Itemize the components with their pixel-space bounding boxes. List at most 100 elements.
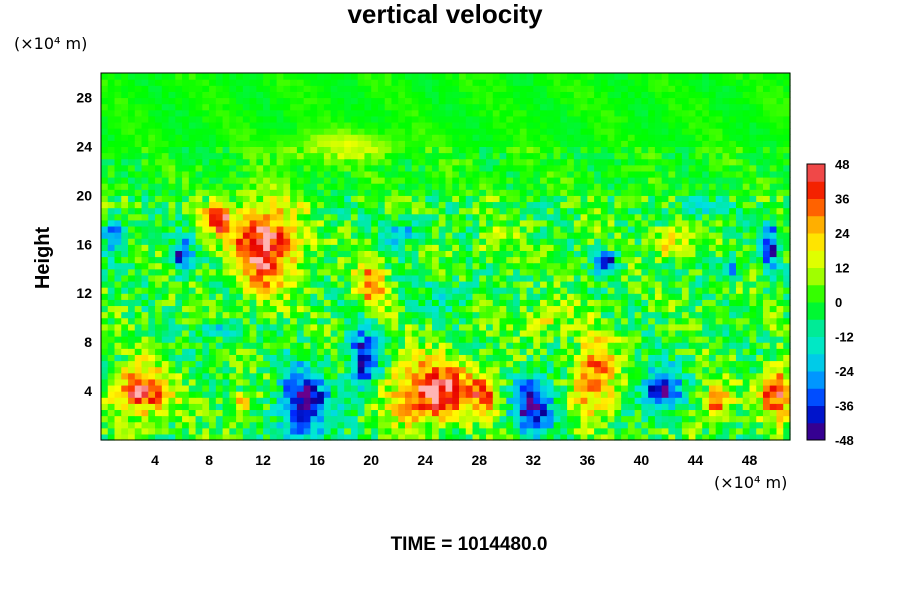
heatmap-cell — [695, 287, 703, 294]
heatmap-cell — [377, 317, 386, 325]
heatmap-cell — [182, 305, 190, 313]
heatmap-cell — [114, 170, 122, 178]
heatmap-cell — [708, 427, 717, 435]
heatmap-cell — [783, 409, 791, 417]
heatmap-cell — [215, 152, 224, 160]
heatmap-cell — [391, 287, 399, 294]
heatmap-cell — [364, 329, 372, 337]
heatmap-cell — [675, 336, 683, 343]
heatmap-cell — [641, 372, 649, 380]
heatmap-cell — [161, 238, 170, 245]
heatmap-cell — [155, 140, 163, 147]
heatmap-cell — [634, 427, 642, 435]
heatmap-cell — [404, 140, 413, 147]
heatmap-cell — [580, 391, 588, 398]
heatmap-cell — [668, 170, 676, 178]
heatmap-cell — [594, 409, 602, 417]
heatmap-cell — [675, 433, 683, 441]
heatmap-cell — [310, 427, 318, 435]
heatmap-cell — [195, 305, 203, 313]
heatmap-cell — [371, 238, 379, 245]
heatmap-cell — [526, 238, 534, 245]
heatmap-cell — [215, 219, 224, 227]
heatmap-cell — [729, 360, 737, 368]
heatmap-cell — [256, 323, 264, 331]
heatmap-cell — [391, 158, 399, 166]
heatmap-cell — [567, 201, 575, 209]
heatmap-cell — [513, 421, 521, 429]
heatmap-cell — [459, 305, 467, 313]
heatmap-cell — [654, 354, 663, 362]
heatmap-cell — [513, 238, 521, 245]
heatmap-cell — [425, 397, 433, 404]
heatmap-cell — [492, 378, 501, 386]
heatmap-cell — [621, 372, 629, 380]
heatmap-cell — [269, 195, 278, 203]
heatmap-cell — [350, 397, 359, 404]
heatmap-cell — [668, 176, 676, 184]
heatmap-cell — [688, 427, 697, 435]
heatmap-cell — [236, 164, 244, 172]
heatmap-cell — [256, 311, 264, 319]
heatmap-cell — [580, 170, 588, 178]
heatmap-cell — [668, 152, 676, 160]
heatmap-cell — [735, 207, 744, 215]
heatmap-cell — [553, 403, 561, 411]
heatmap-cell — [398, 403, 406, 411]
heatmap-cell — [526, 287, 534, 294]
heatmap-cell — [445, 348, 453, 355]
heatmap-cell — [600, 256, 609, 264]
heatmap-cell — [506, 409, 514, 417]
heatmap-cell — [195, 244, 203, 251]
heatmap-cell — [364, 317, 372, 325]
heatmap-cell — [357, 250, 366, 258]
chart-title: vertical velocity — [347, 0, 543, 29]
heatmap-cell — [269, 311, 278, 319]
heatmap-cell — [641, 366, 649, 374]
heatmap-cell — [499, 152, 507, 160]
heatmap-cell — [783, 250, 791, 258]
heatmap-cell — [101, 195, 109, 203]
heatmap-cell — [702, 280, 710, 288]
heatmap-cell — [263, 262, 271, 270]
heatmap-cell — [161, 158, 170, 166]
heatmap-cell — [607, 391, 615, 398]
heatmap-cell — [242, 225, 251, 233]
heatmap-cell — [452, 427, 460, 435]
heatmap-cell — [567, 366, 575, 374]
heatmap-cell — [425, 403, 433, 411]
heatmap-cell — [634, 287, 642, 294]
heatmap-cell — [641, 391, 649, 398]
heatmap-cell — [648, 244, 656, 251]
heatmap-cell — [573, 274, 582, 282]
heatmap-cell — [600, 433, 609, 441]
heatmap-cell — [364, 189, 372, 196]
heatmap-cell — [438, 189, 447, 196]
heatmap-cell — [101, 201, 109, 209]
heatmap-cell — [614, 372, 622, 380]
heatmap-cell — [695, 415, 703, 423]
heatmap-cell — [675, 268, 683, 276]
heatmap-cell — [438, 195, 447, 203]
heatmap-cell — [675, 146, 683, 154]
heatmap-cell — [134, 195, 143, 203]
heatmap-cell — [735, 176, 744, 184]
heatmap-cell — [533, 256, 541, 264]
heatmap-cell — [546, 311, 555, 319]
heatmap-cell — [573, 378, 582, 386]
heatmap-cell — [384, 378, 393, 386]
heatmap-cell — [769, 354, 778, 362]
heatmap-cell — [371, 323, 379, 331]
heatmap-cell — [749, 391, 757, 398]
heatmap-cell — [256, 409, 264, 417]
heatmap-cell — [702, 409, 710, 417]
heatmap-cell — [425, 262, 433, 270]
heatmap-cell — [567, 225, 575, 233]
heatmap-cell — [540, 250, 548, 258]
heatmap-cell — [465, 176, 474, 184]
heatmap-cell — [594, 189, 602, 196]
heatmap-cell — [735, 293, 744, 300]
heatmap-cell — [634, 299, 642, 307]
heatmap-cell — [377, 219, 386, 227]
heatmap-cell — [377, 342, 386, 349]
